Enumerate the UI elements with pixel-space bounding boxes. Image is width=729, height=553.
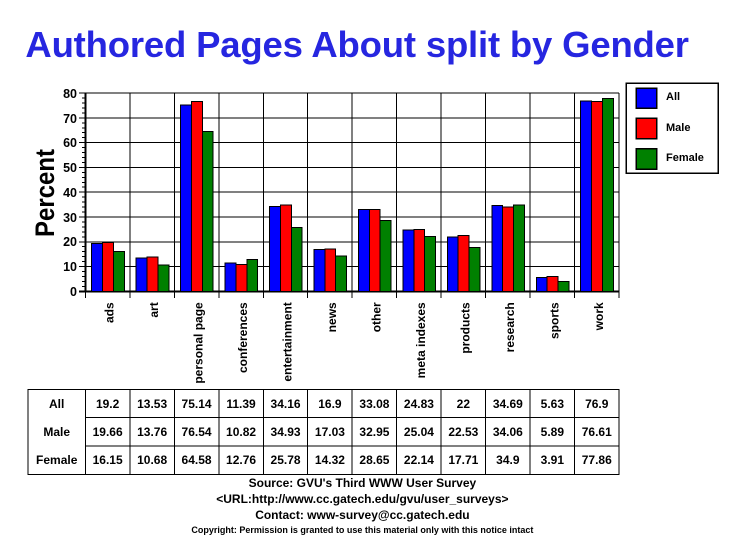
svg-text:research: research <box>503 302 517 352</box>
svg-text:news: news <box>325 302 339 332</box>
svg-text:ads: ads <box>103 302 117 323</box>
svg-text:entertainment: entertainment <box>281 302 295 381</box>
svg-text:products: products <box>458 302 472 354</box>
svg-text:personal page: personal page <box>192 302 206 384</box>
svg-text:sports: sports <box>547 302 561 339</box>
svg-text:conferences: conferences <box>236 302 250 373</box>
svg-text:meta indexes: meta indexes <box>414 302 428 378</box>
svg-text:art: art <box>147 302 161 317</box>
svg-text:work: work <box>592 302 606 331</box>
svg-text:other: other <box>369 302 383 332</box>
